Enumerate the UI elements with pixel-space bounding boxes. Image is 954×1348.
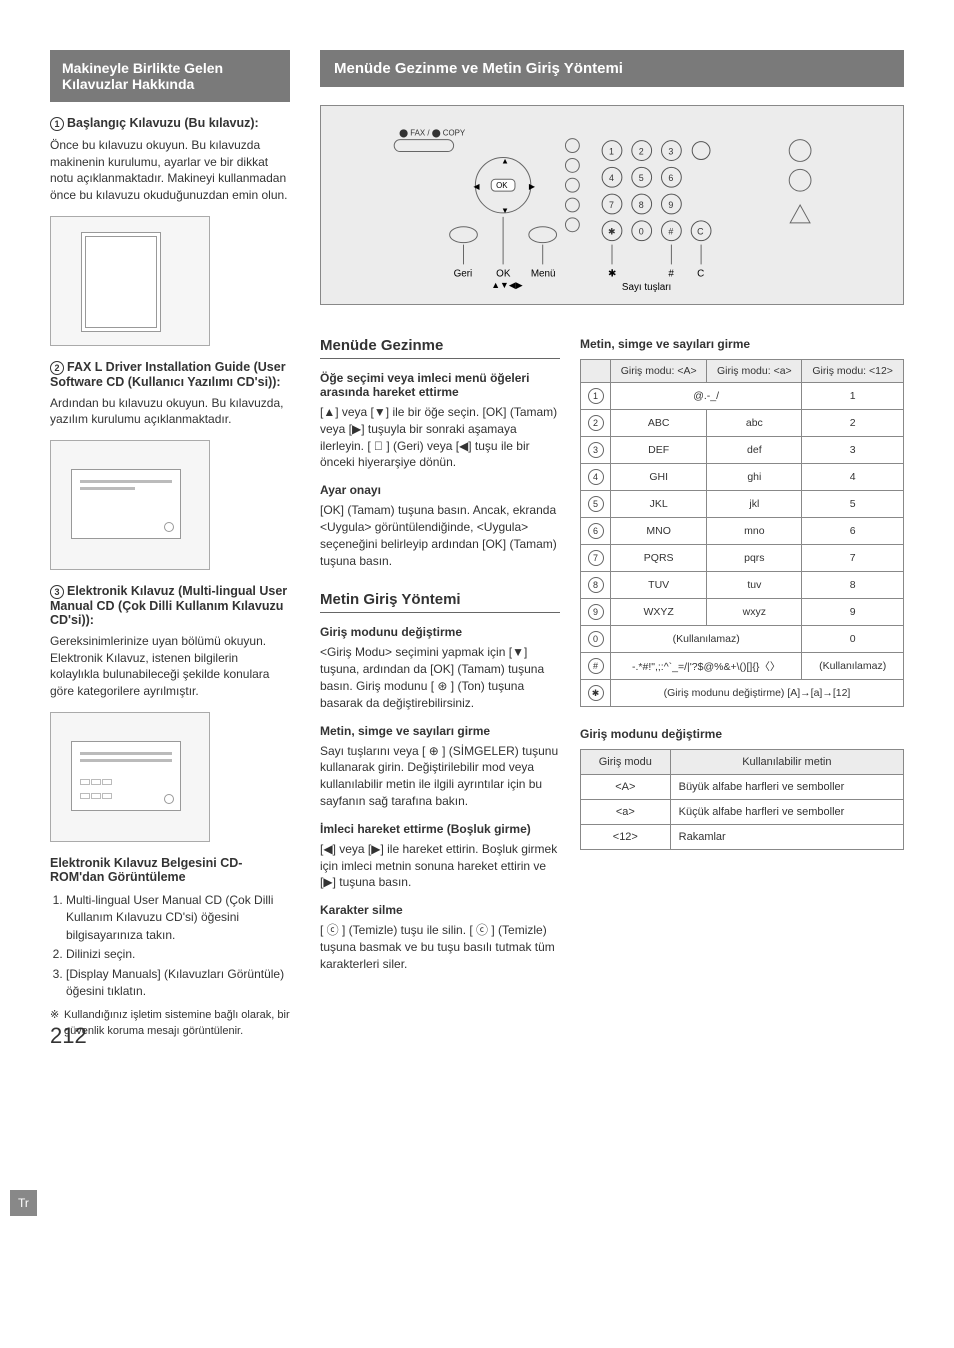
guide2-image (50, 440, 210, 570)
guide3-image (50, 712, 210, 842)
confirm-body: [OK] (Tamam) tuşuna basın. Ancak, ekrand… (320, 502, 560, 569)
char-row: 7PQRSpqrs7 (581, 545, 904, 572)
char-row: 1@.-_/1 (581, 383, 904, 410)
guide1-image (50, 216, 210, 346)
char-row: 2ABCabc2 (581, 410, 904, 437)
svg-text:7: 7 (609, 200, 614, 210)
mode-body: <Giriş Modu> seçimini yapmak için [▼] tu… (320, 644, 560, 711)
view-title: Elektronik Kılavuz Belgesini CD-ROM'dan … (50, 856, 290, 884)
view-steps: Multi-lingual User Manual CD (Çok Dilli … (54, 892, 290, 1000)
mode-row: <A>Büyük alfabe harfleri ve semboller (581, 775, 904, 800)
svg-text:9: 9 (668, 200, 673, 210)
language-tab: Tr (10, 1190, 37, 1216)
guide2-body: Ardından bu kılavuzu okuyun. Bu kılavuzd… (50, 395, 290, 429)
svg-text:Geri: Geri (454, 268, 473, 279)
char-row: ✱(Giriş modunu değiştirme) [A]→[a]→[12] (581, 680, 904, 707)
mode-row: <12>Rakamlar (581, 825, 904, 850)
svg-text:▼: ▼ (501, 206, 509, 215)
mode-row: <a>Küçük alfabe harfleri ve semboller (581, 800, 904, 825)
char-h1: Giriş modu: <A> (611, 360, 707, 383)
select-body: [▲] veya [▼] ile bir öğe seçin. [OK] (Ta… (320, 404, 560, 471)
char-h0 (581, 360, 611, 383)
svg-text:0: 0 (639, 227, 644, 237)
svg-text:8: 8 (639, 200, 644, 210)
char-table-heading: Metin, simge ve sayıları girme (580, 337, 904, 351)
char-row: 0(Kullanılamaz)0 (581, 626, 904, 653)
char-row: 3DEFdef3 (581, 437, 904, 464)
char-h2: Giriş modu: <a> (707, 360, 802, 383)
chars-topic: Metin, simge ve sayıları girme (320, 724, 560, 738)
svg-text:6: 6 (668, 173, 673, 183)
svg-text:▲▼◀▶: ▲▼◀▶ (491, 280, 522, 290)
char-row: 4GHIghi4 (581, 464, 904, 491)
svg-text:Menü: Menü (531, 268, 556, 279)
svg-text:▲: ▲ (501, 156, 509, 165)
cursor-body: [◀] veya [▶] ile hareket ettirin. Boşluk… (320, 841, 560, 891)
svg-text:C: C (697, 268, 704, 279)
guide1-body: Önce bu kılavuzu okuyun. Bu kılavuzda ma… (50, 137, 290, 204)
svg-text:#: # (668, 268, 674, 279)
guide3-body: Gereksinimlerinize uyan bölümü okuyun. E… (50, 633, 290, 700)
svg-text:3: 3 (668, 147, 673, 157)
char-row: #-.*#!",;:^`_=/|'?$@%&+\()[]{}〈〉(Kullanı… (581, 653, 904, 680)
left-banner: Makineyle Birlikte Gelen Kılavuzlar Hakk… (50, 50, 290, 102)
mode-h0: Giriş modu (581, 750, 671, 775)
char-row: 8TUVtuv8 (581, 572, 904, 599)
mode-table: Giriş modu Kullanılabilir metin <A>Büyük… (580, 749, 904, 850)
nav-heading: Menüde Gezinme (320, 337, 560, 359)
svg-text:OK: OK (496, 181, 508, 190)
svg-text:▶: ▶ (529, 182, 536, 191)
svg-text:#: # (668, 227, 673, 237)
svg-text:◀: ◀ (473, 182, 480, 191)
svg-text:2: 2 (639, 147, 644, 157)
confirm-topic: Ayar onayı (320, 483, 560, 497)
svg-text:⬤ FAX / ⬤ COPY: ⬤ FAX / ⬤ COPY (399, 129, 466, 138)
char-h3: Giriş modu: <12> (802, 360, 904, 383)
cursor-topic: İmleci hareket ettirme (Boşluk girme) (320, 822, 560, 836)
char-table: Giriş modu: <A> Giriş modu: <a> Giriş mo… (580, 359, 904, 707)
del-topic: Karakter silme (320, 903, 560, 917)
svg-text:Sayı tuşları: Sayı tuşları (622, 282, 671, 293)
mode-h1: Kullanılabilir metin (670, 750, 903, 775)
guide3-title: 3Elektronik Kılavuz (Multi-lingual User … (50, 584, 290, 627)
view-step-2: Dilinizi seçin. (66, 946, 290, 963)
right-banner: Menüde Gezinme ve Metin Giriş Yöntemi (320, 50, 904, 87)
input-heading: Metin Giriş Yöntemi (320, 591, 560, 613)
mode-table-heading: Giriş modunu değiştirme (580, 727, 904, 741)
svg-text:OK: OK (496, 268, 511, 279)
svg-text:5: 5 (639, 173, 644, 183)
svg-text:✱: ✱ (608, 268, 616, 279)
guide2-title: 2FAX L Driver Installation Guide (User S… (50, 360, 290, 389)
view-step-1: Multi-lingual User Manual CD (Çok Dilli … (66, 892, 290, 944)
select-topic: Öğe seçimi veya imleci menü öğeleri aras… (320, 371, 560, 399)
del-body: [ ⓒ ] (Temizle) tuşu ile silin. [ ⓒ ] (T… (320, 922, 560, 972)
svg-text:✱: ✱ (608, 227, 615, 237)
page-number: 212 (50, 1023, 87, 1049)
char-row: 6MNOmno6 (581, 518, 904, 545)
mode-topic: Giriş modunu değiştirme (320, 625, 560, 639)
svg-text:1: 1 (609, 147, 614, 157)
chars-body: Sayı tuşlarını veya [ ⊕ ] (SİMGELER) tuş… (320, 743, 560, 810)
char-row: 5JKLjkl5 (581, 491, 904, 518)
device-diagram: ⬤ FAX / ⬤ COPY OK ▲ ▼ ◀ ▶ (320, 105, 904, 305)
svg-text:4: 4 (609, 173, 614, 183)
svg-text:C: C (697, 227, 704, 237)
char-row: 9WXYZwxyz9 (581, 599, 904, 626)
view-step-3: [Display Manuals] (Kılavuzları Görüntüle… (66, 966, 290, 1001)
guide1-title: 1Başlangıç Kılavuzu (Bu kılavuz): (50, 116, 290, 131)
